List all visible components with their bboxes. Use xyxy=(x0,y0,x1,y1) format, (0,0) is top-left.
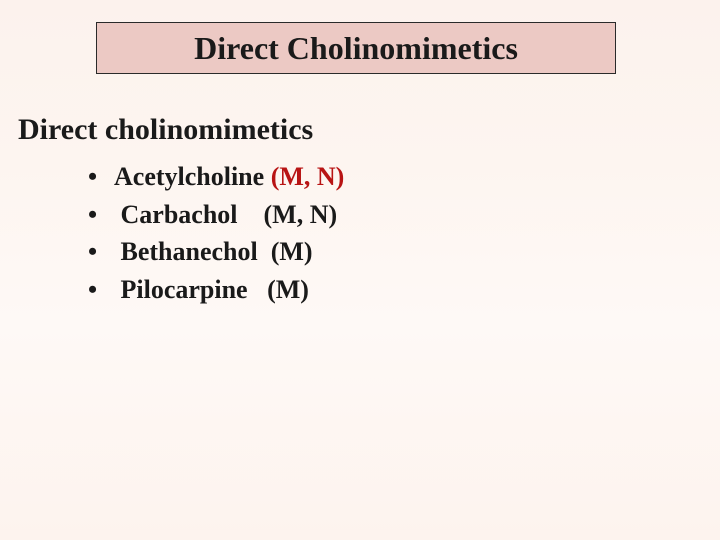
receptor-label: (M, N) xyxy=(264,196,338,234)
slide-title: Direct Cholinomimetics xyxy=(194,30,518,67)
receptor-label: (M) xyxy=(271,233,313,271)
list-item: • Acetylcholine (M, N) xyxy=(88,158,344,196)
drug-name: Bethanechol xyxy=(114,233,271,271)
receptor-label: (M) xyxy=(267,271,309,309)
bullet-icon: • xyxy=(88,196,114,234)
section-heading: Direct cholinomimetics xyxy=(18,113,313,147)
drug-list: • Acetylcholine (M, N) • Carbachol (M, N… xyxy=(88,158,344,309)
drug-name: Acetylcholine xyxy=(114,158,271,196)
bullet-icon: • xyxy=(88,158,114,196)
list-item: • Pilocarpine (M) xyxy=(88,271,344,309)
bullet-icon: • xyxy=(88,271,114,309)
receptor-label: (M, N) xyxy=(271,158,345,196)
list-item: • Bethanechol (M) xyxy=(88,233,344,271)
bullet-icon: • xyxy=(88,233,114,271)
title-box: Direct Cholinomimetics xyxy=(96,22,616,74)
drug-name: Pilocarpine xyxy=(114,271,267,309)
drug-name: Carbachol xyxy=(114,196,264,234)
list-item: • Carbachol (M, N) xyxy=(88,196,344,234)
